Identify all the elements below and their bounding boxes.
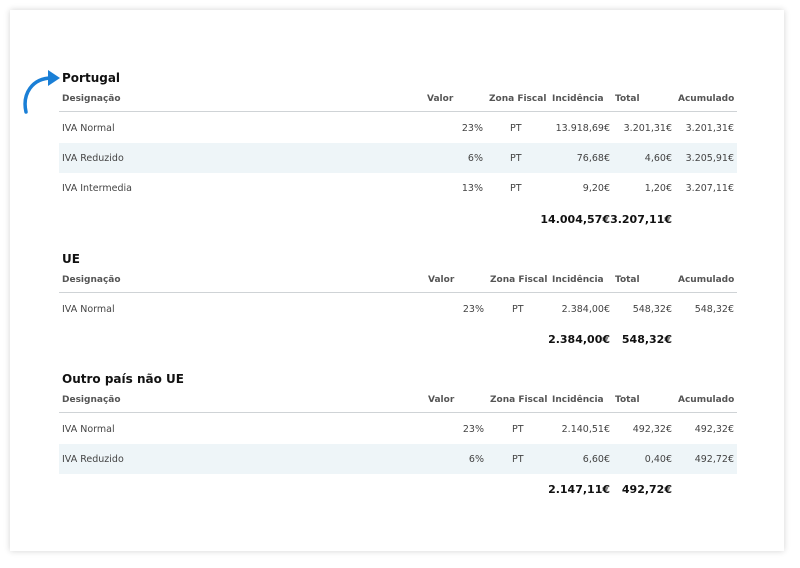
- col-designacao: Designação: [62, 395, 121, 405]
- cell-valor: 23%: [462, 304, 484, 315]
- col-zona-fiscal: Zona Fiscal: [489, 94, 547, 104]
- col-incidencia: Incidência: [552, 395, 604, 405]
- cell-zona: PT: [510, 123, 522, 134]
- table-header: Designação Valor Zona Fiscal Incidência …: [59, 91, 737, 112]
- section-outro-pais: Outro país não UE Designação Valor Zona …: [59, 372, 737, 502]
- cell-acumulado: 492,32€: [694, 424, 734, 435]
- table-row: IVA Normal 23% PT 2.140,51€ 492,32€ 492,…: [59, 414, 737, 444]
- col-valor: Valor: [428, 275, 455, 285]
- cell-total: 548,32€: [632, 304, 672, 315]
- table-header: Designação Valor Zona Fiscal Incidência …: [59, 272, 737, 293]
- cell-designacao: IVA Normal: [62, 123, 115, 134]
- cell-acumulado: 3.207,11€: [685, 183, 734, 194]
- total-total: 548,32€: [621, 333, 672, 346]
- col-designacao: Designação: [62, 94, 121, 104]
- cell-total: 4,60€: [644, 153, 672, 164]
- cell-incidencia: 2.384,00€: [561, 304, 610, 315]
- cell-acumulado: 492,72€: [694, 454, 734, 465]
- total-incidencia: 2.147,11€: [548, 483, 610, 496]
- section-title: Outro país não UE: [62, 372, 184, 386]
- cell-total: 0,40€: [644, 454, 672, 465]
- col-acumulado: Acumulado: [678, 275, 735, 285]
- cell-incidencia: 76,68€: [576, 153, 610, 164]
- section-portugal: Portugal Designação Valor Zona Fiscal In…: [59, 71, 737, 231]
- cell-incidencia: 6,60€: [582, 454, 610, 465]
- cell-zona: PT: [510, 183, 522, 194]
- cell-incidencia: 9,20€: [582, 183, 610, 194]
- section-ue: UE Designação Valor Zona Fiscal Incidênc…: [59, 252, 737, 352]
- cell-valor: 13%: [461, 183, 483, 194]
- cell-total: 492,32€: [632, 424, 672, 435]
- section-title: UE: [62, 252, 80, 266]
- curved-arrow-icon: [23, 70, 60, 114]
- col-valor: Valor: [427, 94, 454, 104]
- cell-designacao: IVA Reduzido: [62, 454, 124, 465]
- total-incidencia: 2.384,00€: [548, 333, 610, 346]
- col-acumulado: Acumulado: [678, 395, 735, 405]
- col-valor: Valor: [428, 395, 455, 405]
- cell-designacao: IVA Reduzido: [62, 153, 124, 164]
- col-total: Total: [615, 275, 640, 285]
- cell-acumulado: 3.201,31€: [685, 123, 734, 134]
- col-total: Total: [615, 395, 640, 405]
- cell-total: 1,20€: [644, 183, 672, 194]
- cell-acumulado: 3.205,91€: [685, 153, 734, 164]
- total-total: 3.207,11€: [610, 213, 672, 226]
- cell-incidencia: 2.140,51€: [561, 424, 610, 435]
- cell-total: 3.201,31€: [623, 123, 672, 134]
- col-incidencia: Incidência: [552, 275, 604, 285]
- table-header: Designação Valor Zona Fiscal Incidência …: [59, 392, 737, 413]
- cell-acumulado: 548,32€: [694, 304, 734, 315]
- total-incidencia: 14.004,57€: [540, 213, 610, 226]
- cell-zona: PT: [512, 304, 524, 315]
- table-row: IVA Reduzido 6% PT 6,60€ 0,40€ 492,72€: [59, 444, 737, 474]
- table-row: IVA Normal 23% PT 13.918,69€ 3.201,31€ 3…: [59, 113, 737, 143]
- col-incidencia: Incidência: [552, 94, 604, 104]
- cell-zona: PT: [512, 424, 524, 435]
- cell-designacao: IVA Normal: [62, 304, 115, 315]
- cell-valor: 23%: [462, 424, 484, 435]
- col-designacao: Designação: [62, 275, 121, 285]
- col-zona-fiscal: Zona Fiscal: [490, 275, 548, 285]
- cell-zona: PT: [510, 153, 522, 164]
- cell-zona: PT: [512, 454, 524, 465]
- cell-designacao: IVA Intermedia: [62, 183, 132, 194]
- cell-valor: 6%: [467, 153, 483, 164]
- cell-valor: 6%: [468, 454, 484, 465]
- section-title: Portugal: [62, 71, 121, 85]
- cell-valor: 23%: [461, 123, 483, 134]
- col-zona-fiscal: Zona Fiscal: [490, 395, 548, 405]
- cell-designacao: IVA Normal: [62, 424, 115, 435]
- table-row: IVA Intermedia 13% PT 9,20€ 1,20€ 3.207,…: [59, 173, 737, 203]
- col-total: Total: [615, 94, 640, 104]
- table-row: IVA Reduzido 6% PT 76,68€ 4,60€ 3.205,91…: [59, 143, 737, 173]
- col-acumulado: Acumulado: [678, 94, 735, 104]
- cell-incidencia: 13.918,69€: [555, 123, 610, 134]
- table-row: IVA Normal 23% PT 2.384,00€ 548,32€ 548,…: [59, 294, 737, 324]
- total-total: 492,72€: [621, 483, 672, 496]
